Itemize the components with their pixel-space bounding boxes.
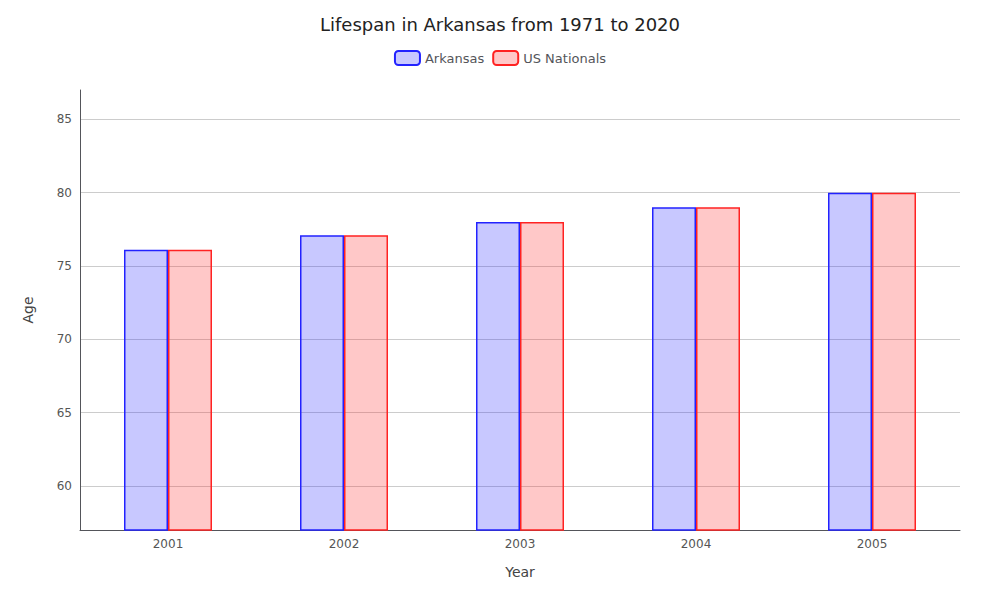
- svg-text:Year: Year: [504, 564, 535, 580]
- svg-text:80: 80: [57, 186, 72, 200]
- svg-text:85: 85: [57, 112, 72, 126]
- svg-text:Lifespan in Arkansas from 1971: Lifespan in Arkansas from 1971 to 2020: [320, 14, 680, 35]
- svg-text:2005: 2005: [857, 537, 888, 551]
- svg-text:Arkansas: Arkansas: [425, 51, 484, 66]
- svg-text:65: 65: [57, 406, 72, 420]
- svg-text:US Nationals: US Nationals: [523, 51, 606, 66]
- svg-text:2003: 2003: [505, 537, 536, 551]
- svg-text:75: 75: [57, 259, 72, 273]
- svg-text:Age: Age: [20, 296, 36, 323]
- svg-text:60: 60: [57, 479, 72, 493]
- svg-text:2004: 2004: [681, 537, 712, 551]
- svg-text:70: 70: [57, 332, 72, 346]
- svg-text:2001: 2001: [153, 537, 184, 551]
- svg-text:2002: 2002: [329, 537, 360, 551]
